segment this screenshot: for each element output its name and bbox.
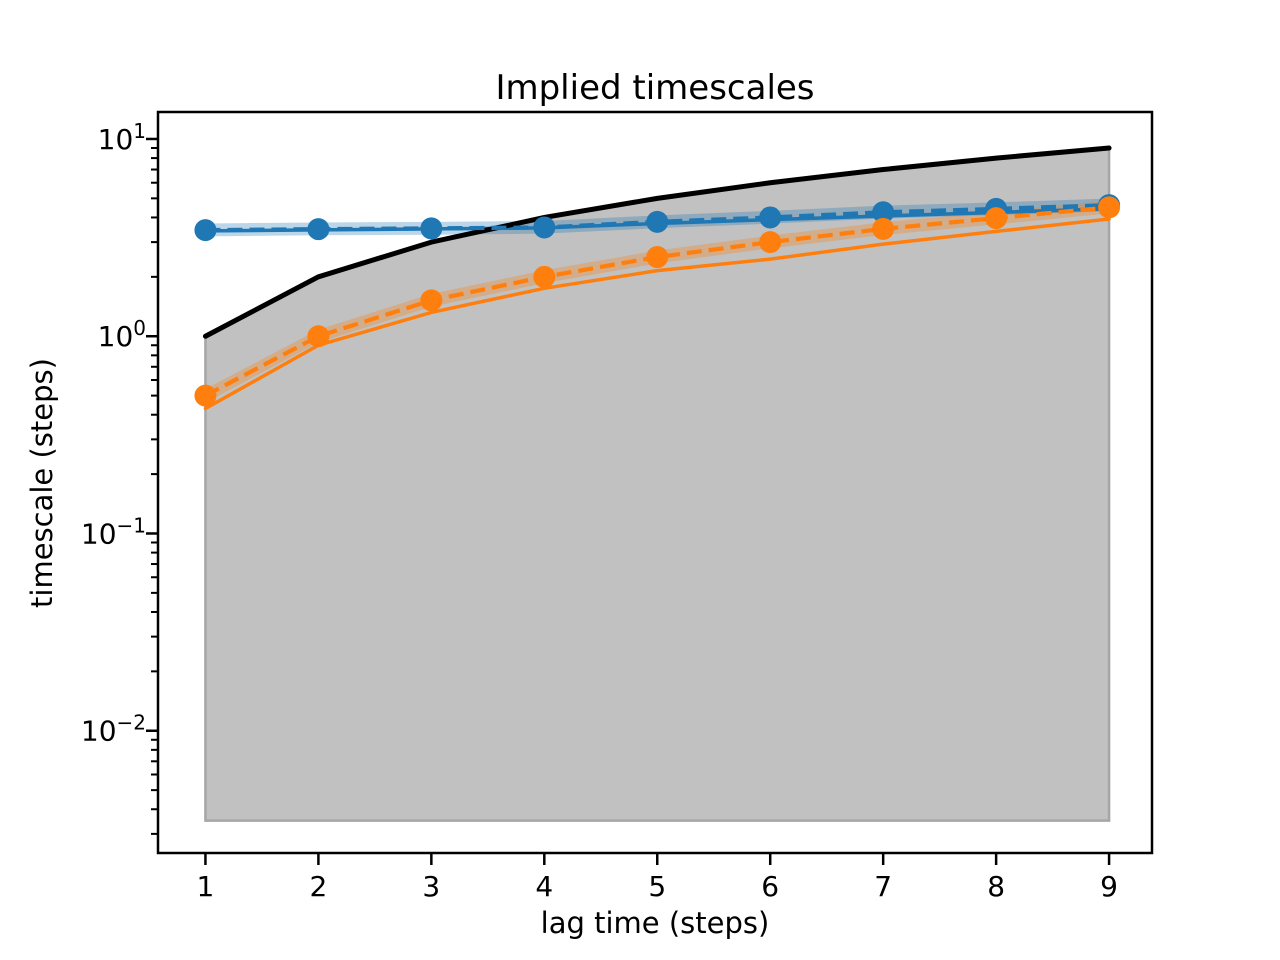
x-tick-label-3: 3 (422, 870, 440, 903)
x-axis-label: lag time (steps) (541, 906, 770, 940)
reference-line-lag-time-boundary (202, 145, 1112, 339)
chart-title: Implied timescales (495, 68, 814, 108)
y-tick-label-1: 100 (98, 316, 146, 353)
data-point-process2-estimate-lag5 (646, 246, 669, 269)
chart-layers: 1 2 3 4 5 6 7 8 9 101 100 10−1 10−2 (81, 110, 1154, 903)
data-point-process1-estimate-lag4 (533, 216, 556, 239)
data-point-process2-estimate-lag1 (194, 384, 217, 407)
x-tick-label-6: 6 (761, 870, 779, 903)
data-point-process1-estimate-lag5 (646, 210, 669, 233)
data-point-process2-estimate-lag3 (420, 289, 443, 312)
y-tick-label-10: 101 (98, 119, 146, 156)
data-point-process2-estimate-lag7 (872, 217, 895, 240)
x-tick-label-7: 7 (874, 870, 892, 903)
x-tick-label-1: 1 (197, 870, 215, 903)
data-point-process2-estimate-lag4 (533, 265, 556, 288)
data-point-process2-estimate-lag8 (985, 207, 1008, 230)
data-point-process2-estimate-lag2 (307, 325, 330, 348)
x-tick-label-4: 4 (535, 870, 553, 903)
data-point-process2-estimate-lag6 (759, 231, 782, 254)
x-tick-label-8: 8 (987, 870, 1005, 903)
x-tick-label-5: 5 (648, 870, 666, 903)
y-axis-label: timescale (steps) (25, 358, 59, 608)
data-point-process1-estimate-lag7 (872, 201, 895, 224)
data-point-process1-estimate-lag3 (420, 217, 443, 240)
x-tick-label-2: 2 (309, 870, 327, 903)
data-point-process2-estimate-lag9 (1098, 196, 1121, 219)
series-line-process2-solid (203, 217, 1111, 411)
x-tick-label-9: 9 (1100, 870, 1118, 903)
plot-frame (156, 110, 1154, 855)
data-point-process1-estimate-lag1 (194, 219, 217, 242)
process2-confidence-band (205, 200, 1110, 403)
y-tick-label-0.01: 10−2 (81, 711, 146, 748)
data-point-process1-estimate-lag6 (759, 206, 782, 229)
data-point-process1-estimate-lag2 (307, 218, 330, 241)
y-tick-label-0.1: 10−1 (81, 513, 146, 550)
